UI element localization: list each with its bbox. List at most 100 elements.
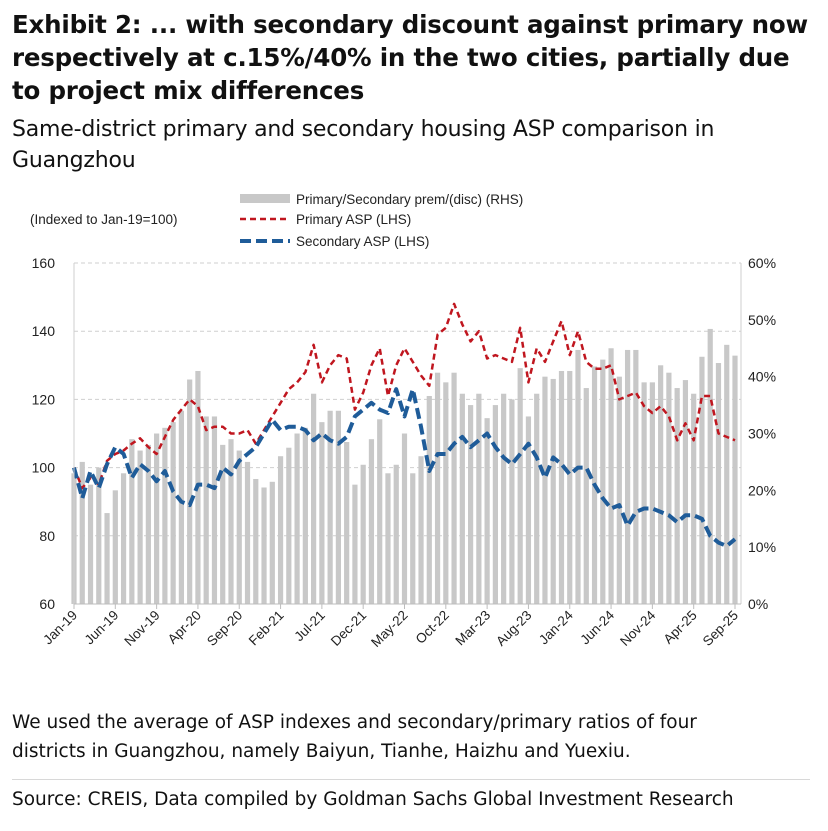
x-tick-label: Sep-20 — [204, 608, 245, 649]
bar-prem-disc — [583, 388, 589, 604]
bar-prem-disc — [525, 416, 532, 604]
bar-prem-disc — [575, 349, 581, 604]
bar-prem-disc — [203, 416, 209, 604]
bar-prem-disc — [269, 481, 275, 604]
x-tick-label: Nov-24 — [617, 607, 659, 649]
bar-prem-disc — [542, 376, 548, 604]
bar-prem-disc — [691, 393, 697, 604]
index-annotation: (Indexed to Jan-19=100) — [30, 212, 177, 227]
footnote-line: districts in Guangzhou, namely Baiyun, T… — [12, 741, 631, 762]
bar-prem-disc — [517, 368, 523, 604]
legend-label-bars: Primary/Secondary prem/(disc) (RHS) — [296, 192, 523, 207]
x-tick-label: Dec-21 — [328, 608, 369, 649]
bar-prem-disc — [368, 439, 375, 604]
bar-prem-disc — [120, 473, 127, 604]
bar-prem-disc — [286, 447, 292, 604]
bar-prem-disc — [649, 382, 655, 604]
bar-prem-disc — [443, 382, 449, 604]
bar-prem-disc — [162, 427, 168, 604]
divider — [12, 779, 810, 780]
bar-prem-disc — [112, 490, 118, 604]
footnote-line: We used the average of ASP indexes and s… — [12, 712, 697, 733]
x-tick-label: Apr-25 — [661, 608, 700, 647]
bar-prem-disc — [145, 444, 151, 604]
bar-prem-disc — [352, 484, 358, 604]
bar-prem-disc — [187, 379, 193, 604]
bar-prem-disc — [608, 348, 614, 604]
bar-prem-disc — [418, 456, 424, 604]
bar-prem-disc — [154, 433, 160, 604]
bar-prem-disc — [393, 464, 399, 604]
x-tick-label: Nov-19 — [121, 608, 162, 649]
x-tick-label: Jun-19 — [82, 608, 122, 648]
bar-prem-disc — [401, 433, 408, 604]
legend: Primary/Secondary prem/(disc) (RHS) Prim… — [240, 192, 523, 249]
legend-swatch-bars — [240, 194, 290, 203]
x-tick-label: Jan-24 — [536, 607, 576, 647]
title-line: to project mix differences — [12, 76, 365, 105]
bar-prem-disc — [137, 450, 143, 604]
bar-prem-disc — [220, 444, 226, 604]
bar-prem-disc — [558, 370, 565, 604]
bar-prem-disc — [633, 349, 639, 604]
bar-prem-disc — [335, 410, 341, 604]
bar-prem-disc — [501, 393, 507, 604]
bar-prem-disc — [385, 473, 391, 604]
bar-prem-disc — [129, 439, 135, 604]
y-right-tick-label: 30% — [748, 426, 776, 442]
y-right-tick-label: 20% — [748, 482, 776, 498]
y-left-tick-label: 160 — [32, 255, 56, 271]
bar-prem-disc — [302, 427, 308, 604]
footnote: We used the average of ASP indexes and s… — [12, 708, 697, 766]
bar-prem-disc — [79, 461, 85, 604]
x-tick-label: Apr-20 — [165, 608, 204, 647]
title-line: Exhibit 2: ... with secondary discount a… — [12, 10, 808, 39]
bar-prem-disc — [426, 395, 432, 604]
bar-prem-disc — [261, 487, 267, 604]
bar-prem-disc — [699, 356, 705, 604]
y-right-tick-label: 0% — [748, 596, 768, 612]
x-tick-label: Jun-24 — [577, 607, 617, 647]
bar-prem-disc — [87, 484, 94, 604]
y-left-tick-label: 100 — [32, 460, 56, 476]
bar-prem-disc — [624, 349, 631, 604]
bar-prem-disc — [600, 359, 606, 604]
x-tick-label: May-22 — [368, 608, 410, 650]
title-line: respectively at c.15%/40% in the two cit… — [12, 43, 790, 72]
bar-prem-disc — [244, 461, 251, 604]
legend-label-secondary: Secondary ASP (LHS) — [296, 234, 429, 249]
y-right-tick-label: 50% — [748, 312, 776, 328]
bar-prem-disc — [294, 433, 300, 604]
bar-prem-disc — [434, 372, 441, 604]
bar-prem-disc — [707, 328, 713, 604]
bar-prem-disc — [476, 393, 482, 604]
y-left-tick-label: 60 — [39, 596, 55, 612]
bar-prem-disc — [567, 370, 573, 604]
bar-prem-disc — [170, 422, 176, 604]
bar-prem-disc — [732, 355, 738, 604]
bar-prem-disc — [666, 372, 672, 604]
bar-prem-disc — [277, 456, 284, 604]
bar-prem-disc — [327, 410, 333, 604]
exhibit-subtitle: Same-district primary and secondary hous… — [12, 114, 714, 176]
x-tick-label: Jul-21 — [291, 608, 328, 645]
bar-prem-disc — [484, 418, 490, 604]
exhibit-title: Exhibit 2: ... with secondary discount a… — [12, 8, 808, 107]
bar-prem-disc — [178, 410, 185, 604]
bar-prem-disc — [410, 473, 416, 604]
bar-prem-disc — [715, 363, 722, 604]
subtitle-line: Same-district primary and secondary hous… — [12, 117, 715, 142]
bar-prem-disc — [492, 405, 498, 604]
bar-prem-disc — [468, 405, 474, 604]
line-secondary-asp — [72, 387, 737, 548]
y-left-tick-label: 80 — [39, 528, 55, 544]
bar-prem-disc — [674, 388, 680, 604]
bar-prem-disc — [96, 467, 102, 604]
y-right-tick-label: 10% — [748, 539, 776, 555]
x-tick-label: Mar-23 — [452, 608, 493, 649]
bar-prem-disc — [451, 372, 457, 604]
x-tick-label: Jan-19 — [40, 608, 80, 648]
bar-prem-disc — [344, 442, 350, 604]
y-left-tick-label: 140 — [32, 323, 56, 339]
source-text: Source: CREIS, Data compiled by Goldman … — [12, 789, 734, 810]
